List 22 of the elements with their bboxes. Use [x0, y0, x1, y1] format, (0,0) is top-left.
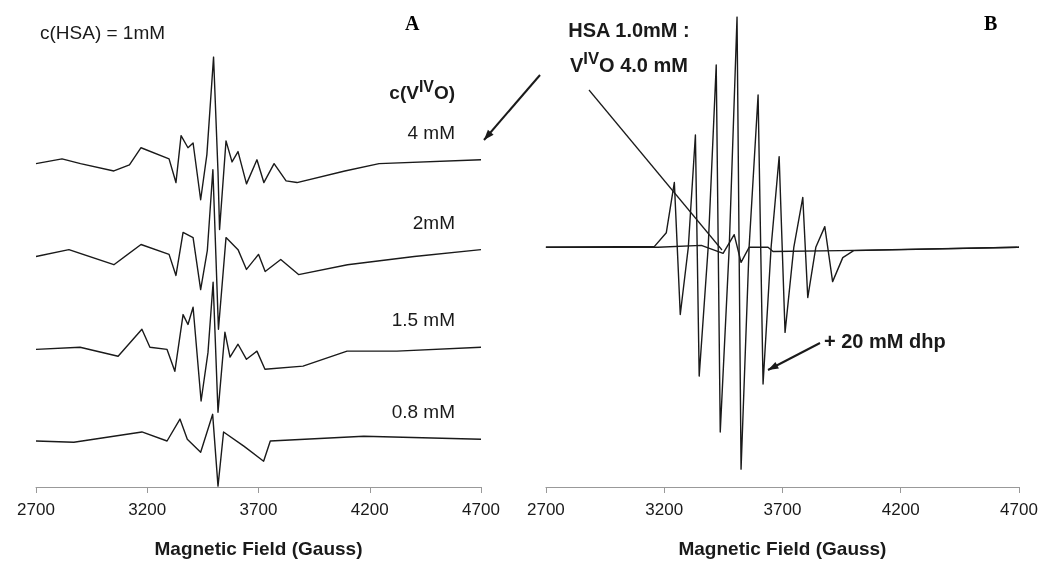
x-tick-label: 3700 — [239, 500, 278, 519]
series-label: 0.8 mM — [391, 401, 455, 424]
series-label: 2mM — [412, 211, 455, 234]
x-tick-label: 4200 — [881, 500, 920, 519]
series-label: 1.5 mM — [391, 309, 455, 332]
x-tick-label: 2700 — [17, 500, 55, 519]
chart-title: A — [405, 12, 420, 35]
series-label: + 20 mM dhp — [824, 330, 946, 353]
x-tick-label: 3700 — [763, 500, 802, 519]
x-tick-label: 3200 — [128, 500, 167, 519]
x-axis-title: Magnetic Field (Gauss) — [154, 538, 363, 559]
text: c(HSA) = 1mM — [40, 22, 166, 44]
x-axis-title: Magnetic Field (Gauss) — [678, 538, 887, 559]
x-tick-label: 4700 — [1000, 500, 1038, 519]
legend-label: 4 mM — [407, 121, 455, 144]
text: HSA 1.0mM : V$^{IV}$O 4.0 mM — [567, 18, 691, 78]
legend-title: c(V$^{IV}$O) — [389, 78, 455, 105]
x-tick-label: 4700 — [462, 500, 500, 519]
x-tick-label: 2700 — [527, 500, 565, 519]
x-tick-label: 3200 — [645, 500, 684, 519]
chart-title: B — [984, 12, 998, 35]
x-tick-label: 4200 — [350, 500, 389, 519]
